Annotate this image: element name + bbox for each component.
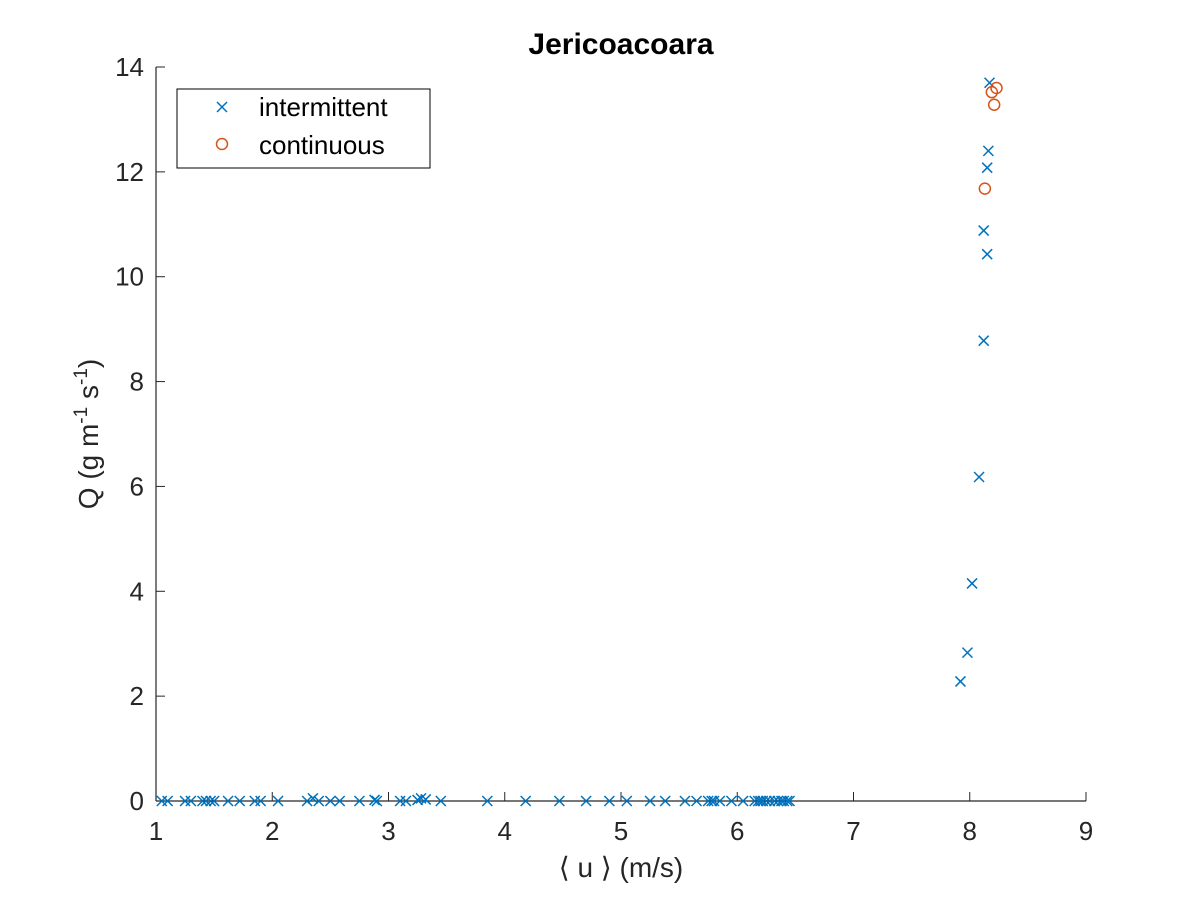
data-point-intermittent (725, 795, 737, 807)
data-point-intermittent (973, 471, 985, 483)
x-axis-label: ⟨ u ⟩ (m/s) (559, 852, 684, 883)
data-point-intermittent (371, 795, 383, 807)
legend-label-continuous: continuous (259, 130, 385, 160)
data-point-intermittent (553, 795, 565, 807)
y-axis-label-quantity: Q (g m (73, 424, 104, 510)
data-point-intermittent (691, 795, 703, 807)
data-point-intermittent (784, 795, 796, 807)
legend-label-intermittent: intermittent (259, 92, 388, 122)
data-point-intermittent (272, 795, 284, 807)
y-tick-label: 14 (115, 52, 144, 82)
data-point-intermittent (982, 145, 994, 157)
y-tick-label: 0 (130, 786, 144, 816)
data-point-intermittent (301, 795, 313, 807)
data-point-intermittent (781, 795, 793, 807)
y-axis-label-seconds: s (73, 385, 104, 407)
plot-background (156, 67, 1086, 801)
series-continuous (978, 81, 1003, 195)
data-point-intermittent (764, 795, 776, 807)
data-point-continuous (990, 81, 1003, 95)
x-tick-label: 3 (381, 816, 395, 846)
data-point-intermittent (481, 795, 493, 807)
x-tick-label: 2 (265, 816, 279, 846)
data-point-intermittent (603, 795, 615, 807)
x-tick-label: 9 (1079, 816, 1093, 846)
x-tick-label: 6 (730, 816, 744, 846)
x-tick-label: 7 (846, 816, 860, 846)
y-tick-label: 4 (130, 576, 144, 606)
plot-area (156, 67, 1086, 801)
y-tick-label: 2 (130, 681, 144, 711)
data-point-intermittent (353, 795, 365, 807)
data-point-intermittent (981, 162, 993, 174)
data-point-intermittent (981, 248, 993, 260)
data-point-intermittent (644, 795, 656, 807)
data-point-intermittent (222, 795, 234, 807)
x-tick-label: 5 (614, 816, 628, 846)
y-axis-label: Q (g m-1 s-1) (71, 359, 104, 509)
y-axis-label-close: ) (73, 359, 104, 368)
data-point-intermittent (255, 795, 267, 807)
data-point-intermittent (954, 675, 966, 687)
data-point-intermittent (307, 792, 319, 804)
y-tick-label: 6 (130, 471, 144, 501)
data-series (156, 77, 1003, 807)
data-point-intermittent (966, 577, 978, 589)
data-point-intermittent (621, 795, 633, 807)
data-point-intermittent (200, 795, 212, 807)
data-point-intermittent (185, 795, 197, 807)
series-intermittent (156, 77, 996, 807)
y-axis-label-exponent-m: -1 (71, 407, 92, 424)
y-axis-label-exponent-s: -1 (71, 368, 92, 385)
data-point-intermittent (234, 795, 246, 807)
data-point-intermittent (208, 795, 220, 807)
data-point-intermittent (659, 795, 671, 807)
legend[interactable]: intermittent continuous (176, 88, 431, 169)
data-point-intermittent (580, 795, 592, 807)
data-point-intermittent (961, 647, 973, 659)
data-point-intermittent (760, 795, 772, 807)
x-tick-label: 1 (149, 816, 163, 846)
y-tick-label: 8 (130, 367, 144, 397)
data-point-intermittent (420, 793, 432, 805)
chart-title: Jericoacoara (528, 28, 713, 61)
data-point-intermittent (162, 795, 174, 807)
data-point-intermittent (737, 795, 749, 807)
data-point-intermittent (324, 795, 336, 807)
data-point-intermittent (334, 795, 346, 807)
data-point-intermittent (978, 225, 990, 237)
y-tick-label: 10 (115, 262, 144, 292)
data-point-intermittent (714, 795, 726, 807)
data-point-intermittent (369, 794, 381, 806)
data-point-continuous (978, 182, 992, 195)
data-point-continuous (987, 98, 1001, 111)
data-point-intermittent (752, 795, 764, 807)
data-point-intermittent (978, 335, 990, 347)
data-point-intermittent (520, 795, 532, 807)
y-tick-label: 12 (115, 157, 144, 187)
data-point-intermittent (313, 795, 325, 807)
data-point-intermittent (196, 795, 209, 807)
data-point-intermittent (679, 795, 691, 807)
data-point-intermittent (400, 795, 412, 807)
data-point-intermittent (706, 795, 718, 807)
y-axis-ticks: 0 2 4 6 8 10 12 14 (115, 52, 165, 816)
legend-marker-continuous (215, 137, 229, 151)
data-point-intermittent (205, 795, 217, 807)
legend-marker-intermittent (216, 101, 228, 113)
legend-box (176, 88, 431, 169)
x-tick-label: 4 (498, 816, 512, 846)
data-point-intermittent (435, 795, 447, 807)
x-tick-label: 8 (963, 816, 977, 846)
x-axis-ticks: 1 2 3 4 5 6 7 8 9 (149, 792, 1093, 846)
